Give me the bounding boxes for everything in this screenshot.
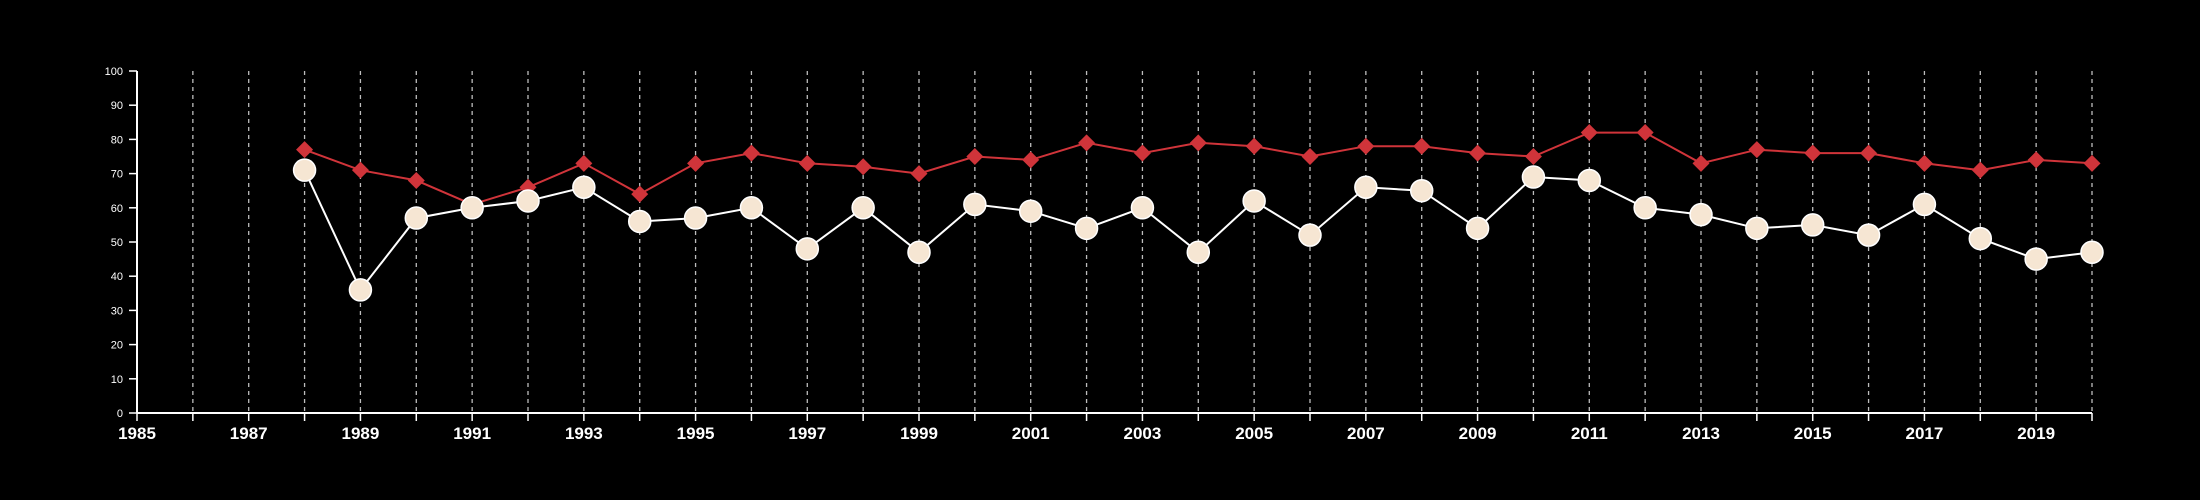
series-1-point xyxy=(1915,154,1933,172)
series-1-point xyxy=(1189,134,1207,152)
series-1-point xyxy=(1748,141,1766,159)
series-2-point xyxy=(1409,178,1434,203)
series-2-point xyxy=(1521,165,1546,189)
series-2-point xyxy=(460,196,484,220)
x-tick-label: 1997 xyxy=(788,424,826,443)
x-tick-label: 2011 xyxy=(1571,424,1608,443)
y-tick-label: 20 xyxy=(111,340,123,352)
series-2-point xyxy=(1856,223,1881,247)
series-2-point xyxy=(683,206,708,230)
series-2-point xyxy=(348,278,373,302)
series-2-point xyxy=(1800,213,1825,237)
y-tick-label: 70 xyxy=(111,169,123,181)
series-1-point xyxy=(1413,137,1431,155)
series-1-point xyxy=(1860,144,1878,162)
series-2-point xyxy=(1745,216,1769,241)
x-tick-label: 2015 xyxy=(1794,424,1832,443)
series-1-point xyxy=(575,154,593,172)
series-2-point xyxy=(851,196,875,220)
series-1-point xyxy=(296,141,314,159)
x-tick-label: 2007 xyxy=(1347,424,1385,443)
x-tick-label: 2001 xyxy=(1012,424,1050,443)
series-1-point xyxy=(631,185,649,203)
x-tick-label: 1987 xyxy=(230,424,268,443)
series-2-point xyxy=(1689,202,1713,227)
series-2-point xyxy=(907,240,931,265)
x-tick-label: 2019 xyxy=(2017,424,2055,443)
series-1-point xyxy=(1469,144,1487,162)
series-2-point xyxy=(1074,216,1099,241)
series-1-point xyxy=(1580,124,1598,142)
series-1-point xyxy=(1022,151,1040,169)
series-2-point xyxy=(1912,192,1937,217)
series-1-point xyxy=(1636,124,1654,142)
series-2-point xyxy=(963,192,987,217)
series-1-point xyxy=(2083,154,2101,172)
x-tick-label: 2003 xyxy=(1124,424,1162,443)
y-tick-label: 40 xyxy=(111,271,123,283)
series-2-point xyxy=(1633,196,1657,220)
series-1-point xyxy=(351,161,369,179)
y-tick-label: 30 xyxy=(111,305,123,317)
series-1-point xyxy=(1357,137,1375,155)
series-1-point xyxy=(2027,151,2045,169)
x-tick-label: 1999 xyxy=(900,424,938,443)
series-1-point xyxy=(687,154,705,172)
series-1-point xyxy=(798,154,816,172)
axes: 0 10 20 30 40 50 60 70 80 90 100 1985 1987 1989 1991 19… xyxy=(105,66,2093,443)
y-tick-label: 50 xyxy=(111,237,123,249)
y-tick-label: 90 xyxy=(111,100,123,112)
x-tick-label: 2005 xyxy=(1235,424,1273,443)
series-1-point xyxy=(1971,161,1989,179)
series-2-point xyxy=(2080,240,2104,265)
series-1-point xyxy=(1692,154,1710,172)
series-2-point xyxy=(627,209,652,234)
series-1-point xyxy=(1078,134,1096,152)
series-2-point xyxy=(2024,247,2048,271)
series-1-point xyxy=(742,144,760,162)
series-2-point xyxy=(1577,168,1602,193)
x-tick-label: 1989 xyxy=(342,424,380,443)
x-tick-label: 1985 xyxy=(118,424,156,443)
series-1-point xyxy=(910,165,928,183)
series-2-point xyxy=(1298,223,1322,247)
data-series xyxy=(292,124,2104,302)
series-1-point xyxy=(407,171,425,189)
series-2-point xyxy=(404,206,429,230)
x-tick-label: 1991 xyxy=(453,424,491,443)
series-1-point xyxy=(1301,148,1319,165)
series-2-point xyxy=(1018,199,1043,223)
x-tick-label: 2013 xyxy=(1682,424,1720,443)
series-2-point xyxy=(1354,175,1378,200)
y-tick-label: 0 xyxy=(117,408,123,420)
x-tick-label: 1993 xyxy=(565,424,603,443)
series-2-point xyxy=(1242,189,1266,213)
x-tick-label: 1995 xyxy=(677,424,715,443)
series-2-point xyxy=(572,175,596,200)
series-1-point xyxy=(1524,148,1542,165)
series-2-point xyxy=(1465,216,1490,241)
y-tick-label: 80 xyxy=(111,134,123,146)
series-2-point xyxy=(516,189,540,213)
series-1-point xyxy=(1245,137,1263,155)
series-2-point xyxy=(1968,226,1993,251)
series-2-point xyxy=(292,158,317,182)
series-1-point xyxy=(1804,144,1822,162)
y-tick-label: 10 xyxy=(111,374,123,386)
series-2-point xyxy=(795,237,820,261)
series-2-point xyxy=(739,196,764,220)
series-2-point xyxy=(1186,240,1211,265)
series-2-point xyxy=(1130,196,1155,220)
series-1-point xyxy=(854,158,872,176)
series-1-point xyxy=(966,148,984,165)
x-tick-label: 2009 xyxy=(1459,424,1497,443)
x-tick-label: 2017 xyxy=(1906,424,1944,443)
y-tick-label: 60 xyxy=(111,203,123,215)
y-tick-label: 100 xyxy=(105,66,123,78)
series-1-point xyxy=(1133,144,1151,162)
